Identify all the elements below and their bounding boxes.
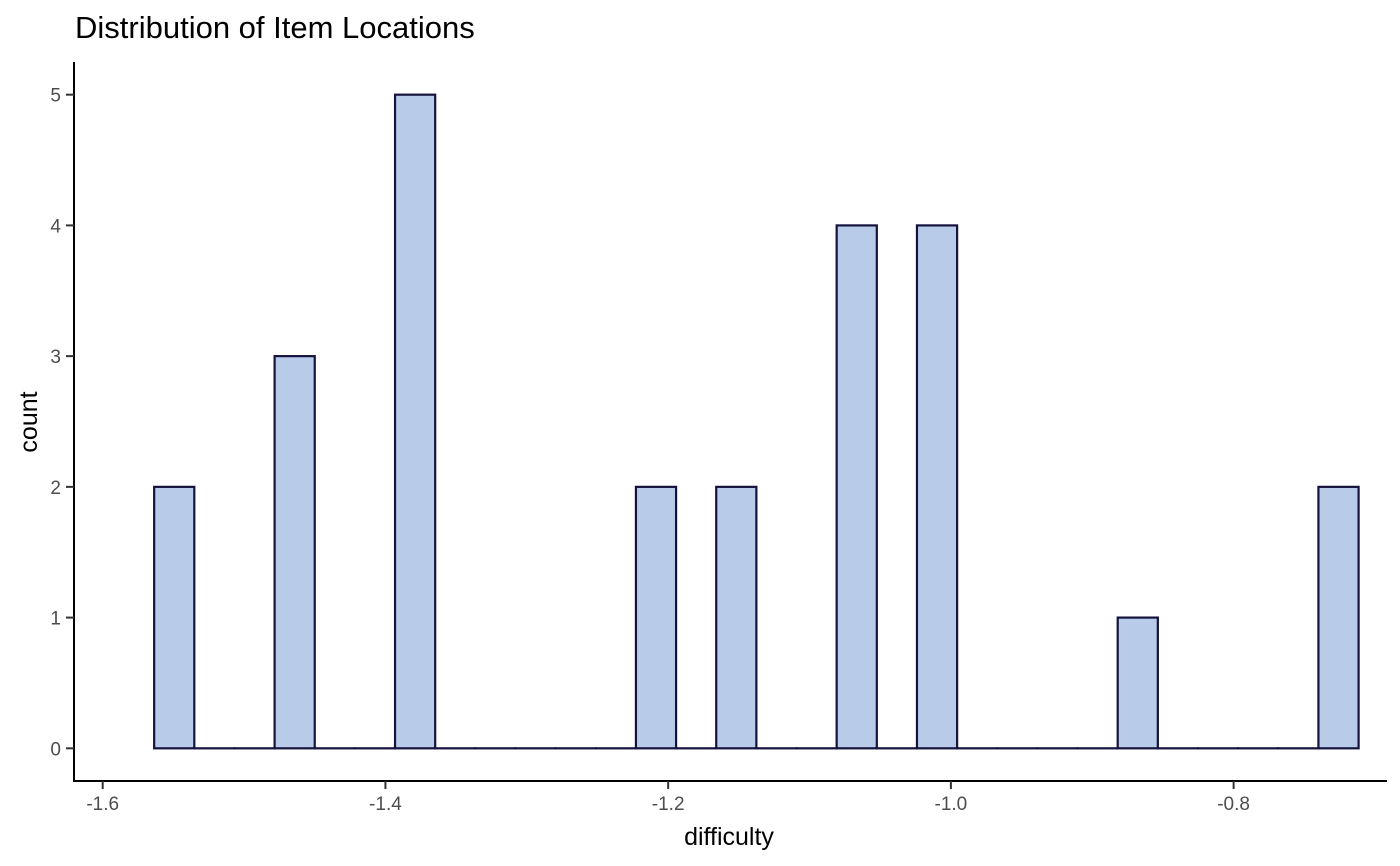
histogram-bar: [153, 485, 196, 750]
y-axis-title: count: [15, 391, 43, 452]
histogram-bar: [393, 93, 437, 750]
x-axis-title: difficulty: [684, 823, 774, 851]
histogram-bar: [634, 485, 678, 750]
x-tick-label: -0.8: [1217, 794, 1250, 815]
histogram-bar: [915, 224, 959, 750]
x-tick-label: -1.4: [369, 794, 402, 815]
y-ticks-group: 0 1 2 3 4 5: [50, 86, 74, 760]
bars-group: [153, 93, 1360, 750]
axes-group: [73, 62, 1387, 782]
x-tick-label: -1.2: [652, 794, 685, 815]
y-tick-label: 3: [50, 347, 61, 368]
x-tick-label: -1.0: [935, 794, 968, 815]
histogram-bar: [715, 485, 758, 750]
y-tick-label: 2: [50, 478, 61, 499]
histogram-bar: [835, 224, 878, 750]
chart-title: Distribution of Item Locations: [75, 10, 475, 45]
histogram-bar: [1317, 485, 1360, 750]
y-tick-label: 5: [50, 86, 61, 107]
y-tick-label: 4: [50, 216, 61, 237]
y-tick-label: 0: [50, 739, 61, 760]
histogram-bar: [273, 355, 316, 750]
histogram-bar: [1116, 616, 1159, 750]
x-ticks-group: -1.6 -1.4 -1.2 -1.0 -0.8: [86, 781, 1250, 815]
x-tick-label: -1.6: [86, 794, 119, 815]
y-tick-label: 1: [50, 609, 61, 630]
